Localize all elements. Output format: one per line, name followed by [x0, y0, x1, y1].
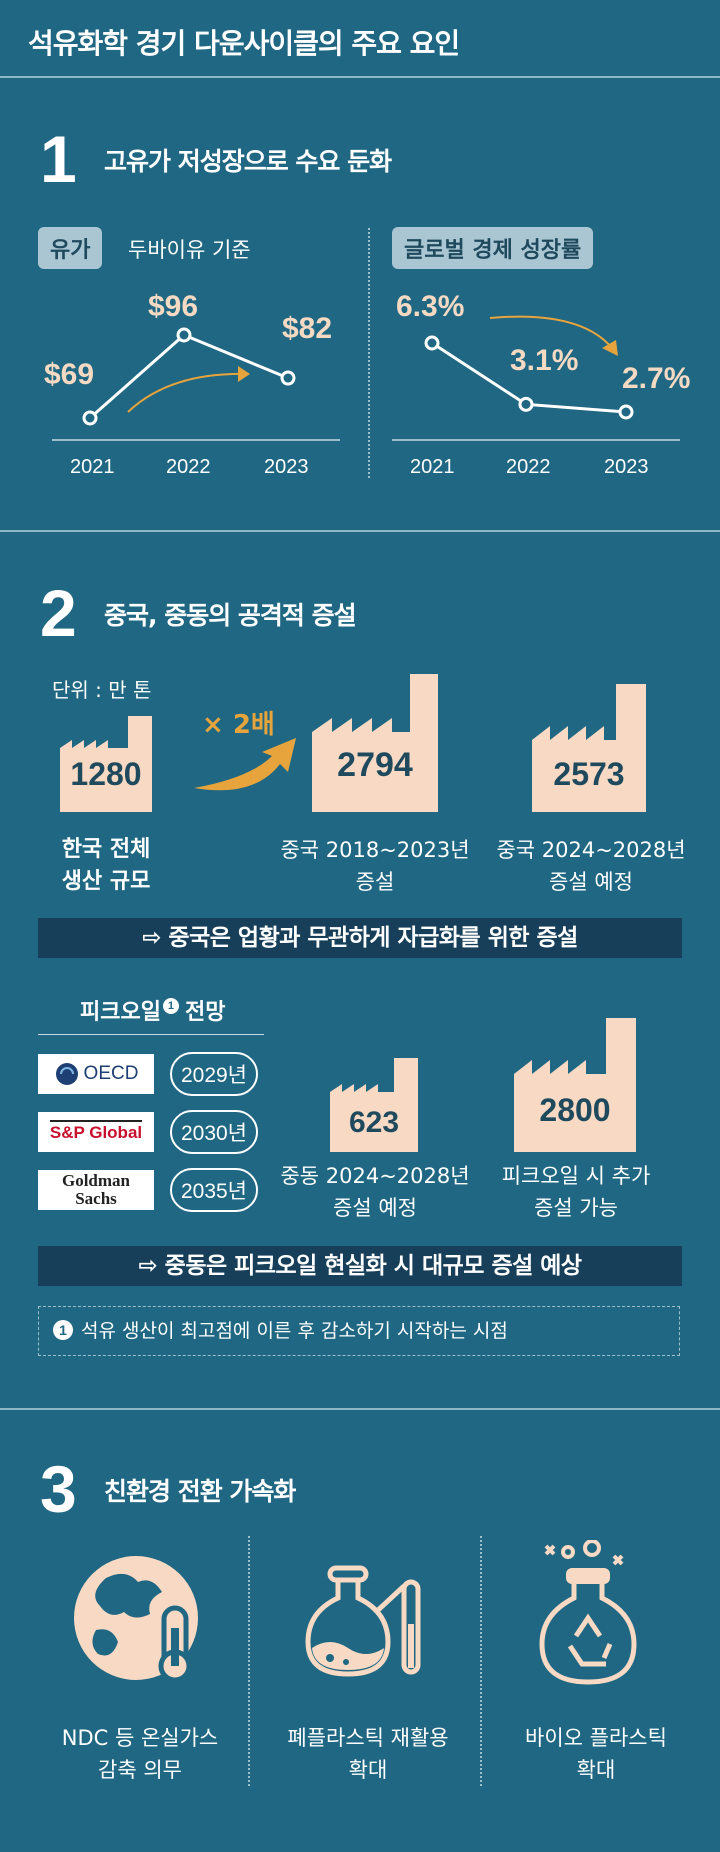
unit-label: 단위 : 만 톤 — [52, 678, 152, 702]
growth-pill: 글로벌 경제 성장률 — [392, 227, 594, 269]
growth-point-2023 — [618, 404, 634, 420]
factories-row1 — [60, 674, 646, 812]
factories-row2 — [330, 1018, 636, 1152]
growth-label-2023: 2.7% — [622, 362, 691, 395]
oil-note: 두바이유 기준 — [128, 238, 251, 262]
factory-label: 피크오일 시 추가 증설 가능 — [501, 1164, 651, 1220]
factory-value: 2800 — [539, 1092, 611, 1128]
oil-series — [82, 327, 296, 426]
china-banner: ⇨ 중국은 업황과 무관하게 자급화를 위한 증설 — [38, 918, 682, 958]
growth-year-2022: 2022 — [506, 456, 551, 478]
growth-year-2023: 2023 — [604, 456, 649, 478]
section-title: 고유가 저성장으로 수요 둔화 — [104, 147, 392, 176]
section-number: 1 — [40, 122, 77, 196]
flask-test-tube-icon — [305, 1565, 421, 1677]
factory-icon — [532, 684, 646, 812]
section1-divider — [368, 228, 370, 478]
growth-arrow-head — [602, 340, 618, 356]
oil-label-2022: $96 — [148, 290, 199, 323]
factory-value: 2573 — [553, 756, 625, 792]
page-title: 석유화학 경기 다운사이클의 주요 요인 — [28, 27, 460, 60]
growth-year-2021: 2021 — [410, 456, 455, 478]
oil-point-2023 — [280, 370, 296, 386]
oil-line — [89, 333, 289, 420]
section-title: 친환경 전환 가속화 — [104, 1477, 296, 1506]
factory-label: 중동 2024~2028년 증설 예정 — [280, 1164, 470, 1220]
peak-year: 2029년 — [170, 1052, 258, 1096]
oil-trend-arrow — [127, 372, 249, 413]
growth-point-2021 — [424, 335, 440, 351]
growth-trend-arrow — [489, 315, 613, 349]
section-number: 2 — [40, 576, 77, 650]
oil-point-2022 — [176, 327, 192, 343]
peak-year: 2030년 — [170, 1110, 258, 1154]
oecd-globe-icon — [55, 1063, 78, 1085]
growth-label-2022: 3.1% — [510, 344, 579, 377]
sp-global-logo: S&P Global — [38, 1112, 154, 1152]
divider — [0, 530, 720, 532]
growth-point-2022 — [518, 396, 534, 412]
oil-arrow-head — [238, 366, 250, 382]
oil-label-2021: $69 — [44, 358, 95, 391]
trend-label: 폐플라스틱 재활용 확대 — [287, 1726, 449, 1782]
trend-label: 바이오 플라스틱 확대 — [525, 1726, 667, 1782]
oecd-logo: OECD — [38, 1054, 154, 1094]
factory-icon — [330, 1058, 418, 1152]
section3-divider — [248, 1536, 250, 1786]
oil-year-2022: 2022 — [166, 456, 211, 478]
divider — [0, 76, 720, 78]
peak-oil-underline — [38, 1034, 264, 1035]
section-title: 중국, 중동의 공격적 증설 — [104, 601, 357, 630]
growth-series — [424, 335, 634, 420]
factory-label: 한국 전체 생산 규모 — [61, 837, 151, 894]
middle-east-banner: ⇨ 중동은 피크오일 현실화 시 대규모 증설 예상 — [38, 1246, 682, 1286]
factory-value: 1280 — [70, 756, 142, 792]
oil-point-2021 — [82, 410, 98, 426]
oil-year-2023: 2023 — [264, 456, 309, 478]
peak-oil-title: 피크오일 1 전망 — [80, 998, 226, 1025]
factory-label: 중국 2018~2023년 증설 — [280, 838, 470, 894]
factory-icon — [312, 674, 438, 812]
globe-thermometer-icon — [74, 1556, 198, 1683]
oil-pill: 유가 — [38, 227, 103, 269]
section3-divider — [480, 1536, 482, 1786]
factory-icon — [514, 1018, 636, 1152]
oil-year-2021: 2021 — [70, 456, 115, 478]
growth-label-2021: 6.3% — [396, 290, 465, 323]
factory-label: 중국 2024~2028년 증설 예정 — [496, 838, 686, 894]
peak-year: 2035년 — [170, 1168, 258, 1212]
section-number: 3 — [40, 1452, 77, 1526]
line-charts — [52, 315, 680, 441]
trend-label: NDC 등 온실가스 감축 의무 — [61, 1726, 219, 1782]
goldman-sachs-logo: Goldman Sachs — [38, 1170, 154, 1210]
multiplier-label: × 2배 — [202, 710, 275, 740]
factory-value: 2794 — [337, 746, 413, 784]
oil-label-2023: $82 — [282, 312, 333, 345]
growth-arrow-icon — [194, 738, 296, 791]
recycle-flask-icon — [539, 1540, 637, 1685]
factory-icon — [60, 716, 152, 812]
footnote: 1 석유 생산이 최고점에 이른 후 감소하기 시작하는 시점 — [38, 1306, 680, 1356]
factory-value: 623 — [348, 1106, 400, 1139]
divider — [0, 1408, 720, 1410]
